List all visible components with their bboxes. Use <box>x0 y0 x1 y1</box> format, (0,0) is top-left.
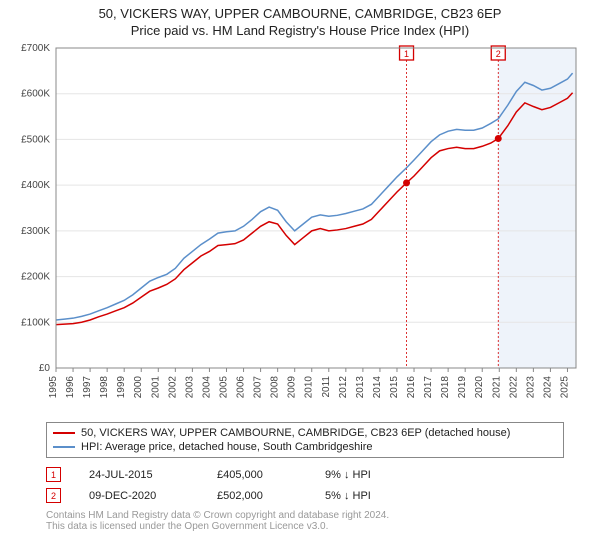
svg-text:2000: 2000 <box>133 376 144 399</box>
svg-text:2016: 2016 <box>406 376 417 399</box>
chart-area: £0 £100K £200K £300K £400K £500K £600K £700K 199… <box>0 40 600 418</box>
chart-title: 50, VICKERS WAY, UPPER CAMBOURNE, CAMBRI… <box>0 6 600 21</box>
svg-text:2011: 2011 <box>321 376 332 398</box>
sale-marker-icon: 1 <box>46 467 61 482</box>
legend-swatch <box>53 432 75 434</box>
footnote-line: This data is licensed under the Open Gov… <box>46 521 564 532</box>
svg-text:1998: 1998 <box>99 376 110 399</box>
svg-text:2001: 2001 <box>150 376 161 399</box>
svg-text:1996: 1996 <box>65 376 76 399</box>
sale-date: 09-DEC-2020 <box>89 490 189 502</box>
legend-label: 50, VICKERS WAY, UPPER CAMBOURNE, CAMBRI… <box>81 427 510 439</box>
sale-price: £405,000 <box>217 469 297 481</box>
svg-text:2009: 2009 <box>287 376 298 399</box>
legend: 50, VICKERS WAY, UPPER CAMBOURNE, CAMBRI… <box>46 422 564 458</box>
svg-text:£700K: £700K <box>21 43 50 54</box>
svg-text:2017: 2017 <box>423 376 434 399</box>
sales-table: 1 24-JUL-2015 £405,000 9% ↓ HPI 2 09-DEC… <box>46 464 564 506</box>
svg-text:2023: 2023 <box>525 376 536 399</box>
sale-price: £502,000 <box>217 490 297 502</box>
svg-text:2003: 2003 <box>184 376 195 399</box>
svg-text:2006: 2006 <box>236 376 247 399</box>
legend-swatch <box>53 446 75 448</box>
sale-row: 2 09-DEC-2020 £502,000 5% ↓ HPI <box>46 485 564 506</box>
svg-text:£400K: £400K <box>21 180 50 191</box>
svg-text:2: 2 <box>496 49 501 59</box>
sale-marker-icon: 2 <box>46 488 61 503</box>
svg-text:2005: 2005 <box>218 376 229 399</box>
sale-date: 24-JUL-2015 <box>89 469 189 481</box>
svg-text:2010: 2010 <box>304 376 315 399</box>
line-chart: £0 £100K £200K £300K £400K £500K £600K £700K 199… <box>0 40 600 418</box>
sale-row: 1 24-JUL-2015 £405,000 9% ↓ HPI <box>46 464 564 485</box>
sale-delta: 9% ↓ HPI <box>325 469 415 481</box>
svg-text:2007: 2007 <box>253 376 264 399</box>
legend-label: HPI: Average price, detached house, Sout… <box>81 441 372 453</box>
svg-text:£500K: £500K <box>21 134 50 145</box>
svg-text:2018: 2018 <box>440 376 451 399</box>
footnote-line: Contains HM Land Registry data © Crown c… <box>46 510 564 521</box>
svg-text:2019: 2019 <box>457 376 468 399</box>
chart-subtitle: Price paid vs. HM Land Registry's House … <box>0 23 600 38</box>
svg-text:2004: 2004 <box>201 376 212 399</box>
svg-text:2022: 2022 <box>508 376 519 399</box>
svg-text:1: 1 <box>404 49 409 59</box>
svg-text:£100K: £100K <box>21 317 50 328</box>
svg-text:2025: 2025 <box>559 376 570 399</box>
svg-text:1997: 1997 <box>82 376 93 399</box>
svg-text:2020: 2020 <box>474 376 485 399</box>
legend-item-property: 50, VICKERS WAY, UPPER CAMBOURNE, CAMBRI… <box>53 426 557 440</box>
legend-item-hpi: HPI: Average price, detached house, Sout… <box>53 440 557 454</box>
svg-text:2012: 2012 <box>338 376 349 399</box>
svg-text:2015: 2015 <box>389 376 400 399</box>
svg-text:1995: 1995 <box>48 376 59 399</box>
footnote: Contains HM Land Registry data © Crown c… <box>46 510 564 532</box>
svg-text:2014: 2014 <box>372 376 383 399</box>
svg-text:1999: 1999 <box>116 376 127 399</box>
svg-text:£0: £0 <box>39 363 51 374</box>
sale-delta: 5% ↓ HPI <box>325 490 415 502</box>
svg-text:2013: 2013 <box>355 376 366 399</box>
svg-text:£200K: £200K <box>21 272 50 283</box>
svg-text:2021: 2021 <box>491 376 502 399</box>
svg-text:£600K: £600K <box>21 89 50 100</box>
svg-text:2008: 2008 <box>270 376 281 399</box>
svg-text:£300K: £300K <box>21 226 50 237</box>
svg-text:2002: 2002 <box>167 376 178 399</box>
svg-text:2024: 2024 <box>542 376 553 399</box>
